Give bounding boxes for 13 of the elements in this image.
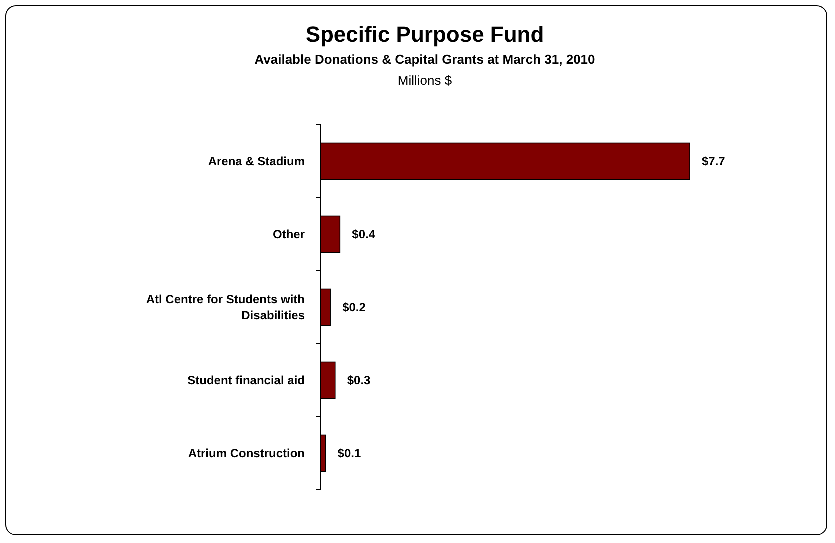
y-tick-label: Atl Centre for Students with Disabilities: [146, 292, 306, 323]
data-label: $0.3: [347, 374, 372, 388]
y-tick-label: Other: [272, 228, 306, 242]
data-label: $0.1: [338, 446, 362, 461]
y-tick-label: Student financial aid: [188, 374, 305, 388]
text: Millions $: [398, 73, 453, 88]
y-tick-label: Atrium Construction: [188, 446, 305, 461]
data-label: $7.7: [702, 154, 726, 169]
data-label: $0.2: [342, 300, 366, 315]
data-label: $0.4: [352, 228, 376, 242]
chart-subtitle: Available Donations & Capital Grants at March 31, 2010: [254, 52, 596, 67]
y-tick-label: Arena & Stadium: [208, 154, 305, 169]
chart-title: Specific Purpose Fund: [306, 22, 544, 47]
